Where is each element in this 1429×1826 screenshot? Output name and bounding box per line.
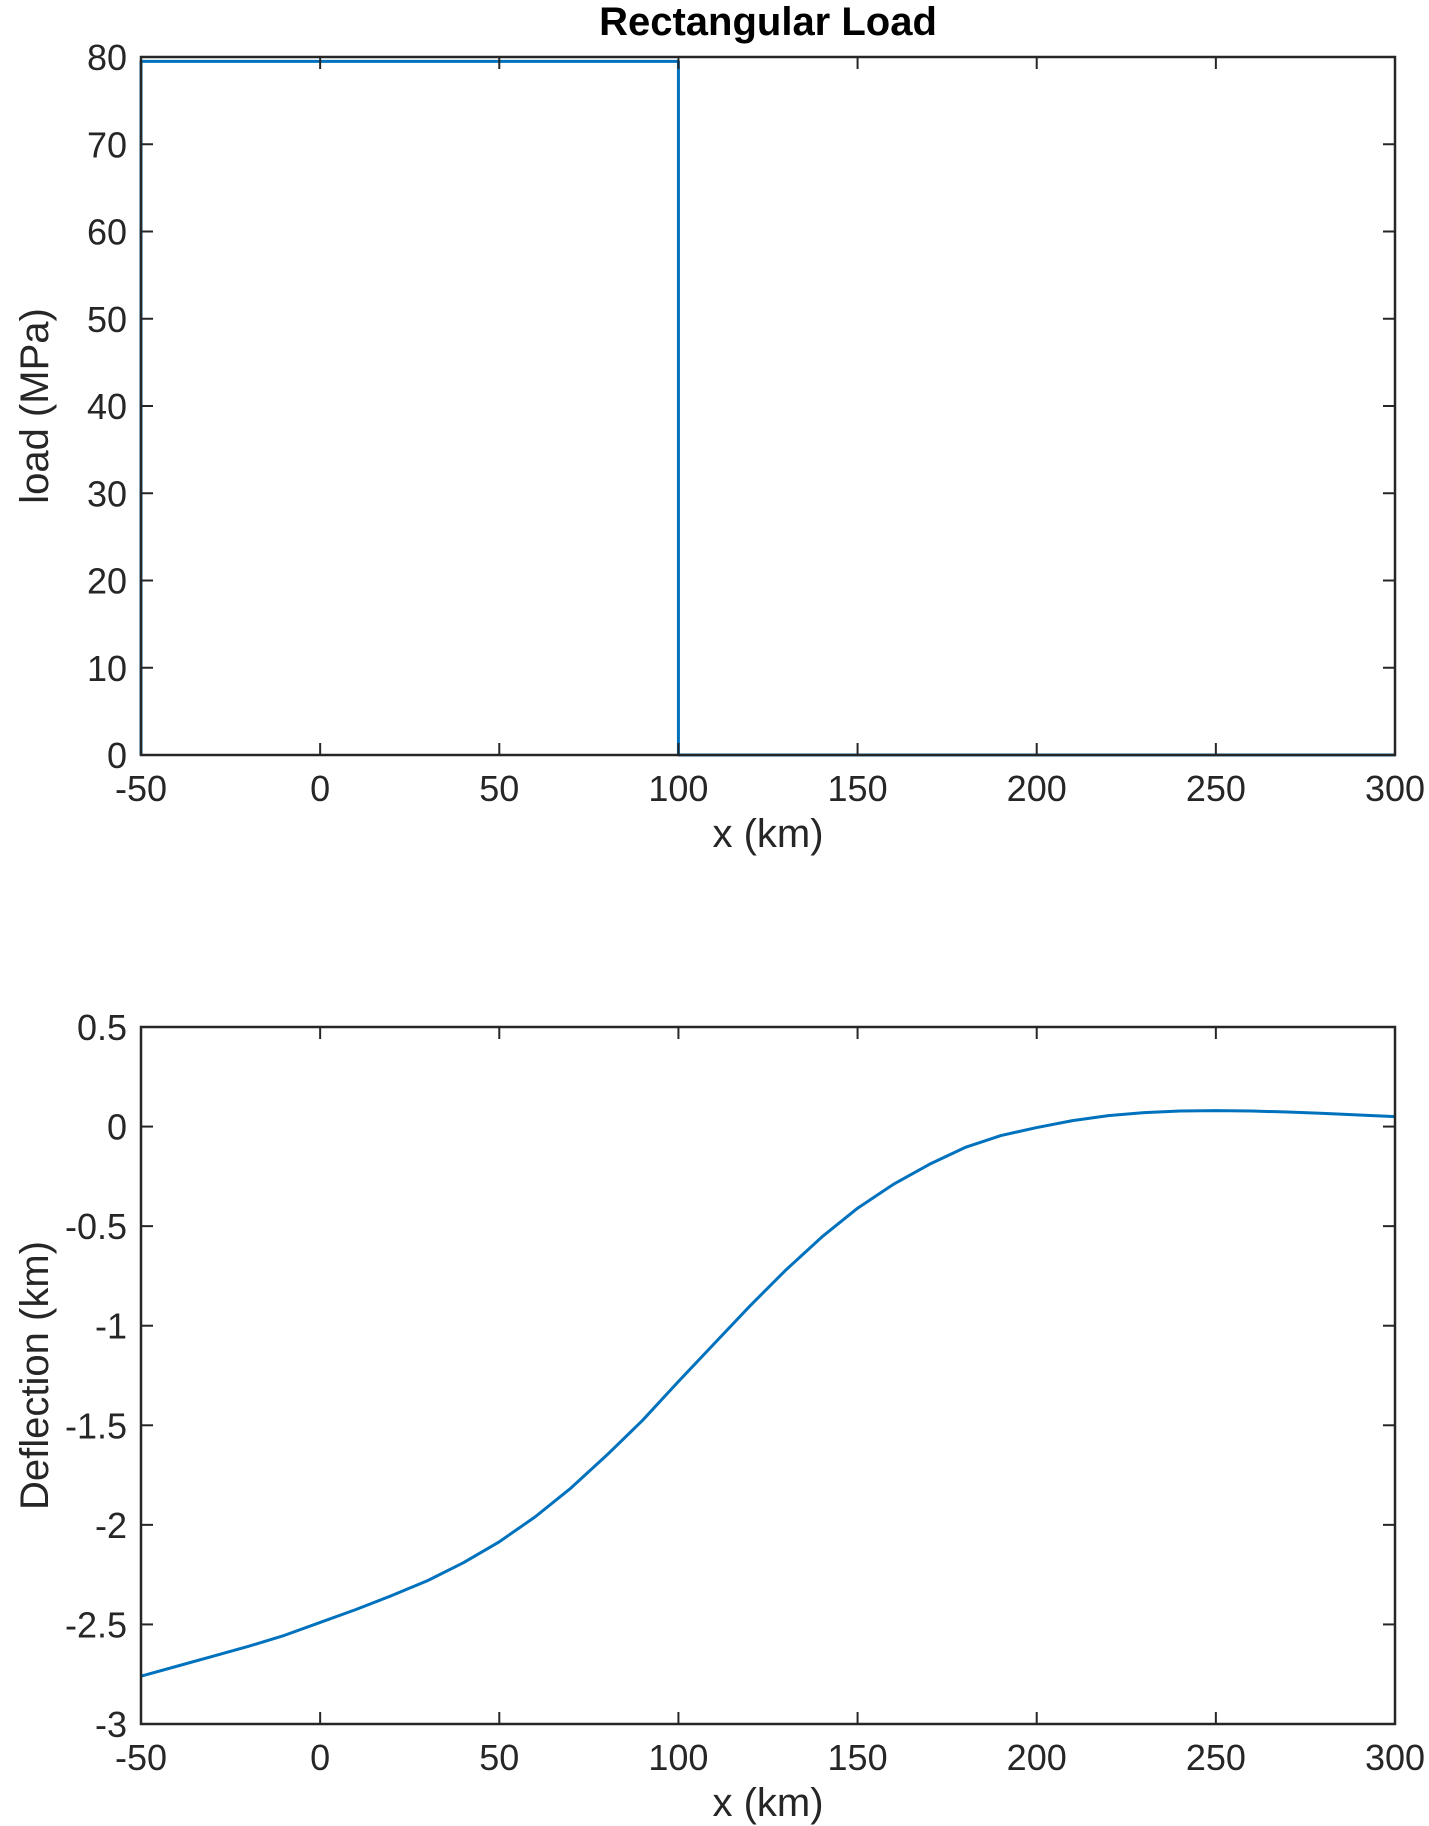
load-y-axis-label: load (MPa) xyxy=(13,308,57,504)
load-series-line xyxy=(139,59,1395,757)
load-y-tick-label: 70 xyxy=(87,124,127,165)
deflection-x-axis-label: x (km) xyxy=(712,1781,823,1825)
deflection-y-tick-label: -1.5 xyxy=(65,1405,127,1446)
load-x-tick-label: 0 xyxy=(310,768,330,809)
load-x-tick-label: 250 xyxy=(1186,768,1246,809)
deflection-x-tick-label: 200 xyxy=(1007,1737,1067,1778)
load-y-tick-label: 0 xyxy=(107,735,127,776)
load-x-tick-label: 150 xyxy=(828,768,888,809)
load-x-tick-label: -50 xyxy=(115,768,167,809)
deflection-x-tick-label: 100 xyxy=(648,1737,708,1778)
load-chart: -50 0 50 100 150 200 250 30001020304050607080x … xyxy=(13,0,1425,856)
deflection-chart: -50 0 50 100 150 200 250 300 -3 -2.5 -2 -1.5 -1 -0.5 0… xyxy=(13,1007,1425,1825)
deflection-y-tick-label: -2 xyxy=(95,1505,127,1546)
load-axes-box xyxy=(139,55,1397,757)
load-x-tick-label: 100 xyxy=(648,768,708,809)
load-y-tick-label: 10 xyxy=(87,648,127,689)
deflection-axes-box xyxy=(139,1025,1397,1726)
deflection-series-line xyxy=(140,1109,1396,1678)
load-y-tick-label: 30 xyxy=(87,473,127,514)
load-x-tick-label: 200 xyxy=(1007,768,1067,809)
deflection-y-tick-label: -0.5 xyxy=(65,1206,127,1247)
deflection-y-axis-label: Deflection (km) xyxy=(13,1241,57,1510)
deflection-x-tick-label: 50 xyxy=(479,1737,519,1778)
load-y-tick-label: 60 xyxy=(87,212,127,253)
deflection-y-tick-label: -2.5 xyxy=(65,1604,127,1645)
load-y-tick-label: 80 xyxy=(87,37,127,78)
deflection-y-tick-label: 0.5 xyxy=(77,1007,127,1048)
deflection-x-tick-label: 250 xyxy=(1186,1737,1246,1778)
deflection-x-tick-label: 0 xyxy=(310,1737,330,1778)
load-chart-title: Rectangular Load xyxy=(599,0,937,44)
deflection-x-tick-label: 150 xyxy=(828,1737,888,1778)
deflection-y-tick-label: -1 xyxy=(95,1306,127,1347)
deflection-y-tick-label: 0 xyxy=(107,1107,127,1148)
deflection-y-tick-label: -3 xyxy=(95,1704,127,1745)
load-x-axis-label: x (km) xyxy=(712,812,823,856)
load-y-tick-label: 20 xyxy=(87,561,127,602)
deflection-x-tick-label: 300 xyxy=(1365,1737,1425,1778)
load-y-tick-label: 50 xyxy=(87,299,127,340)
load-x-tick-label: 300 xyxy=(1365,768,1425,809)
deflection-x-tick-label: -50 xyxy=(115,1737,167,1778)
load-y-tick-label: 40 xyxy=(87,386,127,427)
load-x-tick-label: 50 xyxy=(479,768,519,809)
